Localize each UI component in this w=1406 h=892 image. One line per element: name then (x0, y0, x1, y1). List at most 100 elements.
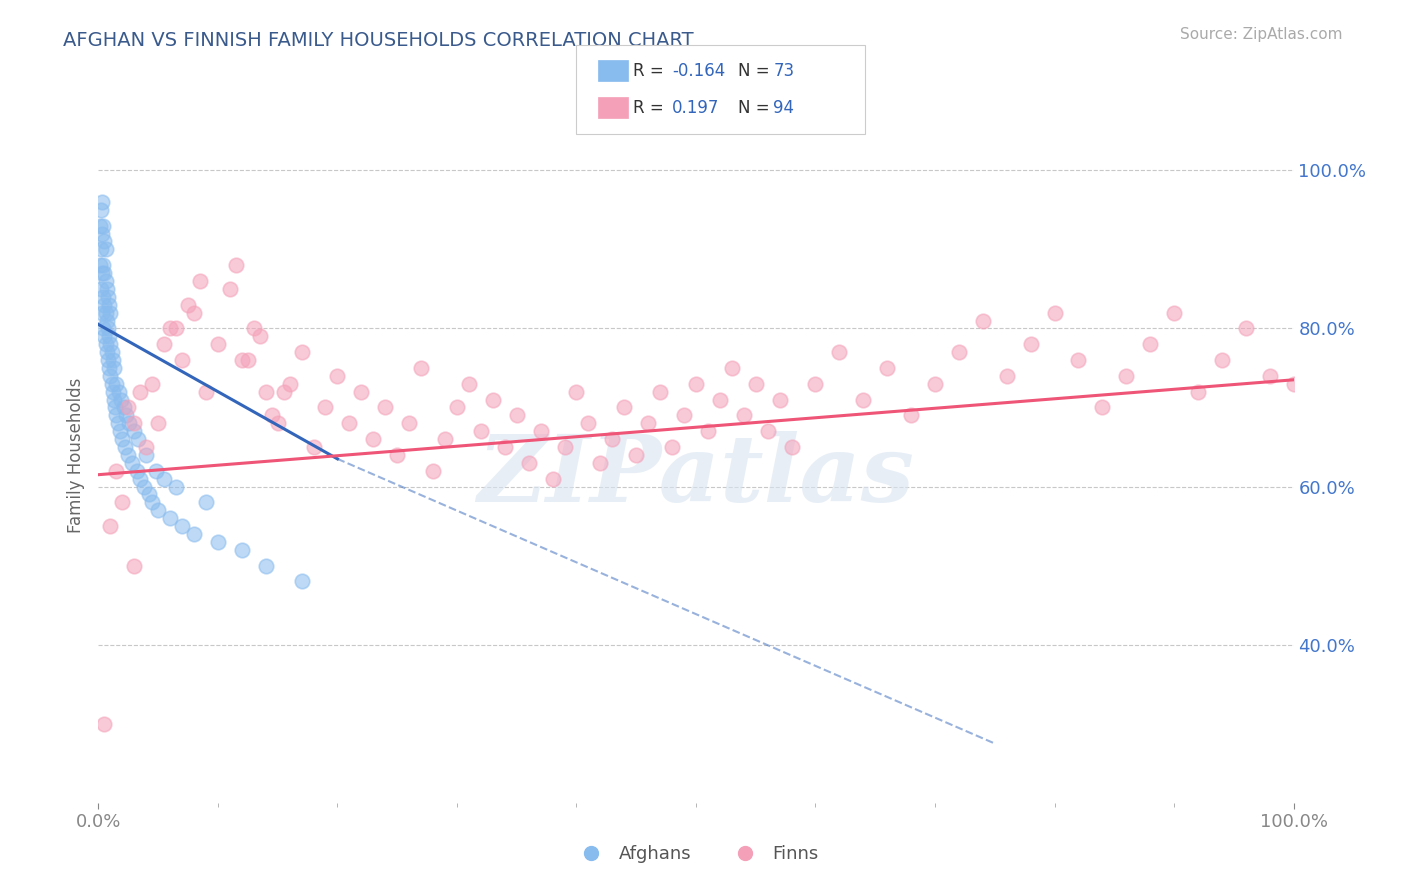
Point (132, 479, 155, 493)
Point (93, 235, 115, 249)
Point (97, 321, 120, 335)
Point (114, 440, 136, 454)
Point (231, 353, 253, 368)
Point (127, 432, 149, 446)
Point (101, 353, 124, 368)
Point (93, 329, 115, 343)
Point (90, 202, 112, 217)
Point (94, 305, 117, 319)
Text: R =: R = (633, 62, 669, 79)
Point (541, 472, 564, 486)
Point (103, 392, 125, 407)
Point (153, 337, 176, 351)
Point (97, 353, 120, 368)
Point (97, 290, 120, 304)
Point (91, 305, 114, 319)
Point (260, 409, 283, 423)
Point (948, 345, 970, 359)
Point (876, 361, 898, 376)
Point (1019, 337, 1042, 351)
Point (385, 448, 409, 462)
Point (207, 535, 229, 549)
Point (422, 464, 444, 478)
Point (315, 401, 337, 415)
Point (138, 487, 160, 501)
Point (91, 258, 114, 272)
Point (98, 519, 122, 533)
Point (135, 440, 157, 454)
Point (326, 368, 349, 383)
Point (1187, 384, 1209, 399)
Point (98, 298, 121, 312)
Point (517, 456, 540, 470)
Point (254, 384, 277, 399)
Point (267, 417, 290, 431)
Point (207, 337, 229, 351)
Text: AFGHAN VS FINNISH FAMILY HOUSEHOLDS CORRELATION CHART: AFGHAN VS FINNISH FAMILY HOUSEHOLDS CORR… (63, 31, 695, 50)
Point (105, 464, 128, 478)
Point (195, 495, 218, 509)
Point (111, 432, 134, 446)
Point (530, 424, 553, 438)
Point (578, 417, 600, 431)
Point (254, 558, 277, 573)
Point (96, 345, 118, 359)
Point (828, 345, 851, 359)
Point (565, 384, 588, 399)
Point (124, 417, 146, 431)
Point (105, 376, 128, 391)
Point (93, 298, 115, 312)
Point (141, 376, 163, 391)
Text: Source: ZipAtlas.com: Source: ZipAtlas.com (1180, 27, 1343, 42)
Text: ZIPatlas: ZIPatlas (478, 431, 914, 521)
Point (100, 345, 122, 359)
Point (721, 361, 744, 376)
Point (249, 329, 271, 343)
Point (172, 519, 194, 533)
Point (111, 495, 134, 509)
Point (1234, 321, 1257, 335)
Point (188, 274, 211, 288)
Point (145, 464, 167, 478)
Point (177, 298, 200, 312)
Point (129, 384, 152, 399)
Point (291, 345, 314, 359)
Point (709, 392, 731, 407)
Point (165, 321, 187, 335)
Point (183, 305, 205, 319)
Point (105, 409, 128, 423)
Point (153, 472, 176, 486)
Point (685, 376, 707, 391)
Point (117, 448, 139, 462)
Point (1139, 337, 1161, 351)
Point (434, 432, 457, 446)
Point (91, 227, 114, 241)
Point (602, 432, 624, 446)
Point (135, 448, 157, 462)
Point (90, 282, 112, 296)
Point (278, 376, 301, 391)
Point (995, 368, 1018, 383)
Text: N =: N = (738, 62, 775, 79)
Point (1163, 305, 1185, 319)
Point (148, 503, 170, 517)
Point (121, 456, 143, 470)
Point (626, 448, 648, 462)
Point (94, 337, 117, 351)
Point (91, 219, 114, 233)
Point (733, 409, 755, 423)
Point (1115, 368, 1137, 383)
Point (89, 258, 111, 272)
Point (554, 440, 576, 454)
Point (141, 495, 163, 509)
Point (91, 321, 114, 335)
Point (470, 424, 492, 438)
Point (91, 290, 114, 304)
Point (90, 243, 112, 257)
Point (183, 527, 205, 541)
Text: 94: 94 (773, 99, 794, 117)
Point (93, 266, 115, 280)
Point (924, 376, 946, 391)
Point (363, 432, 385, 446)
Point (98, 361, 121, 376)
